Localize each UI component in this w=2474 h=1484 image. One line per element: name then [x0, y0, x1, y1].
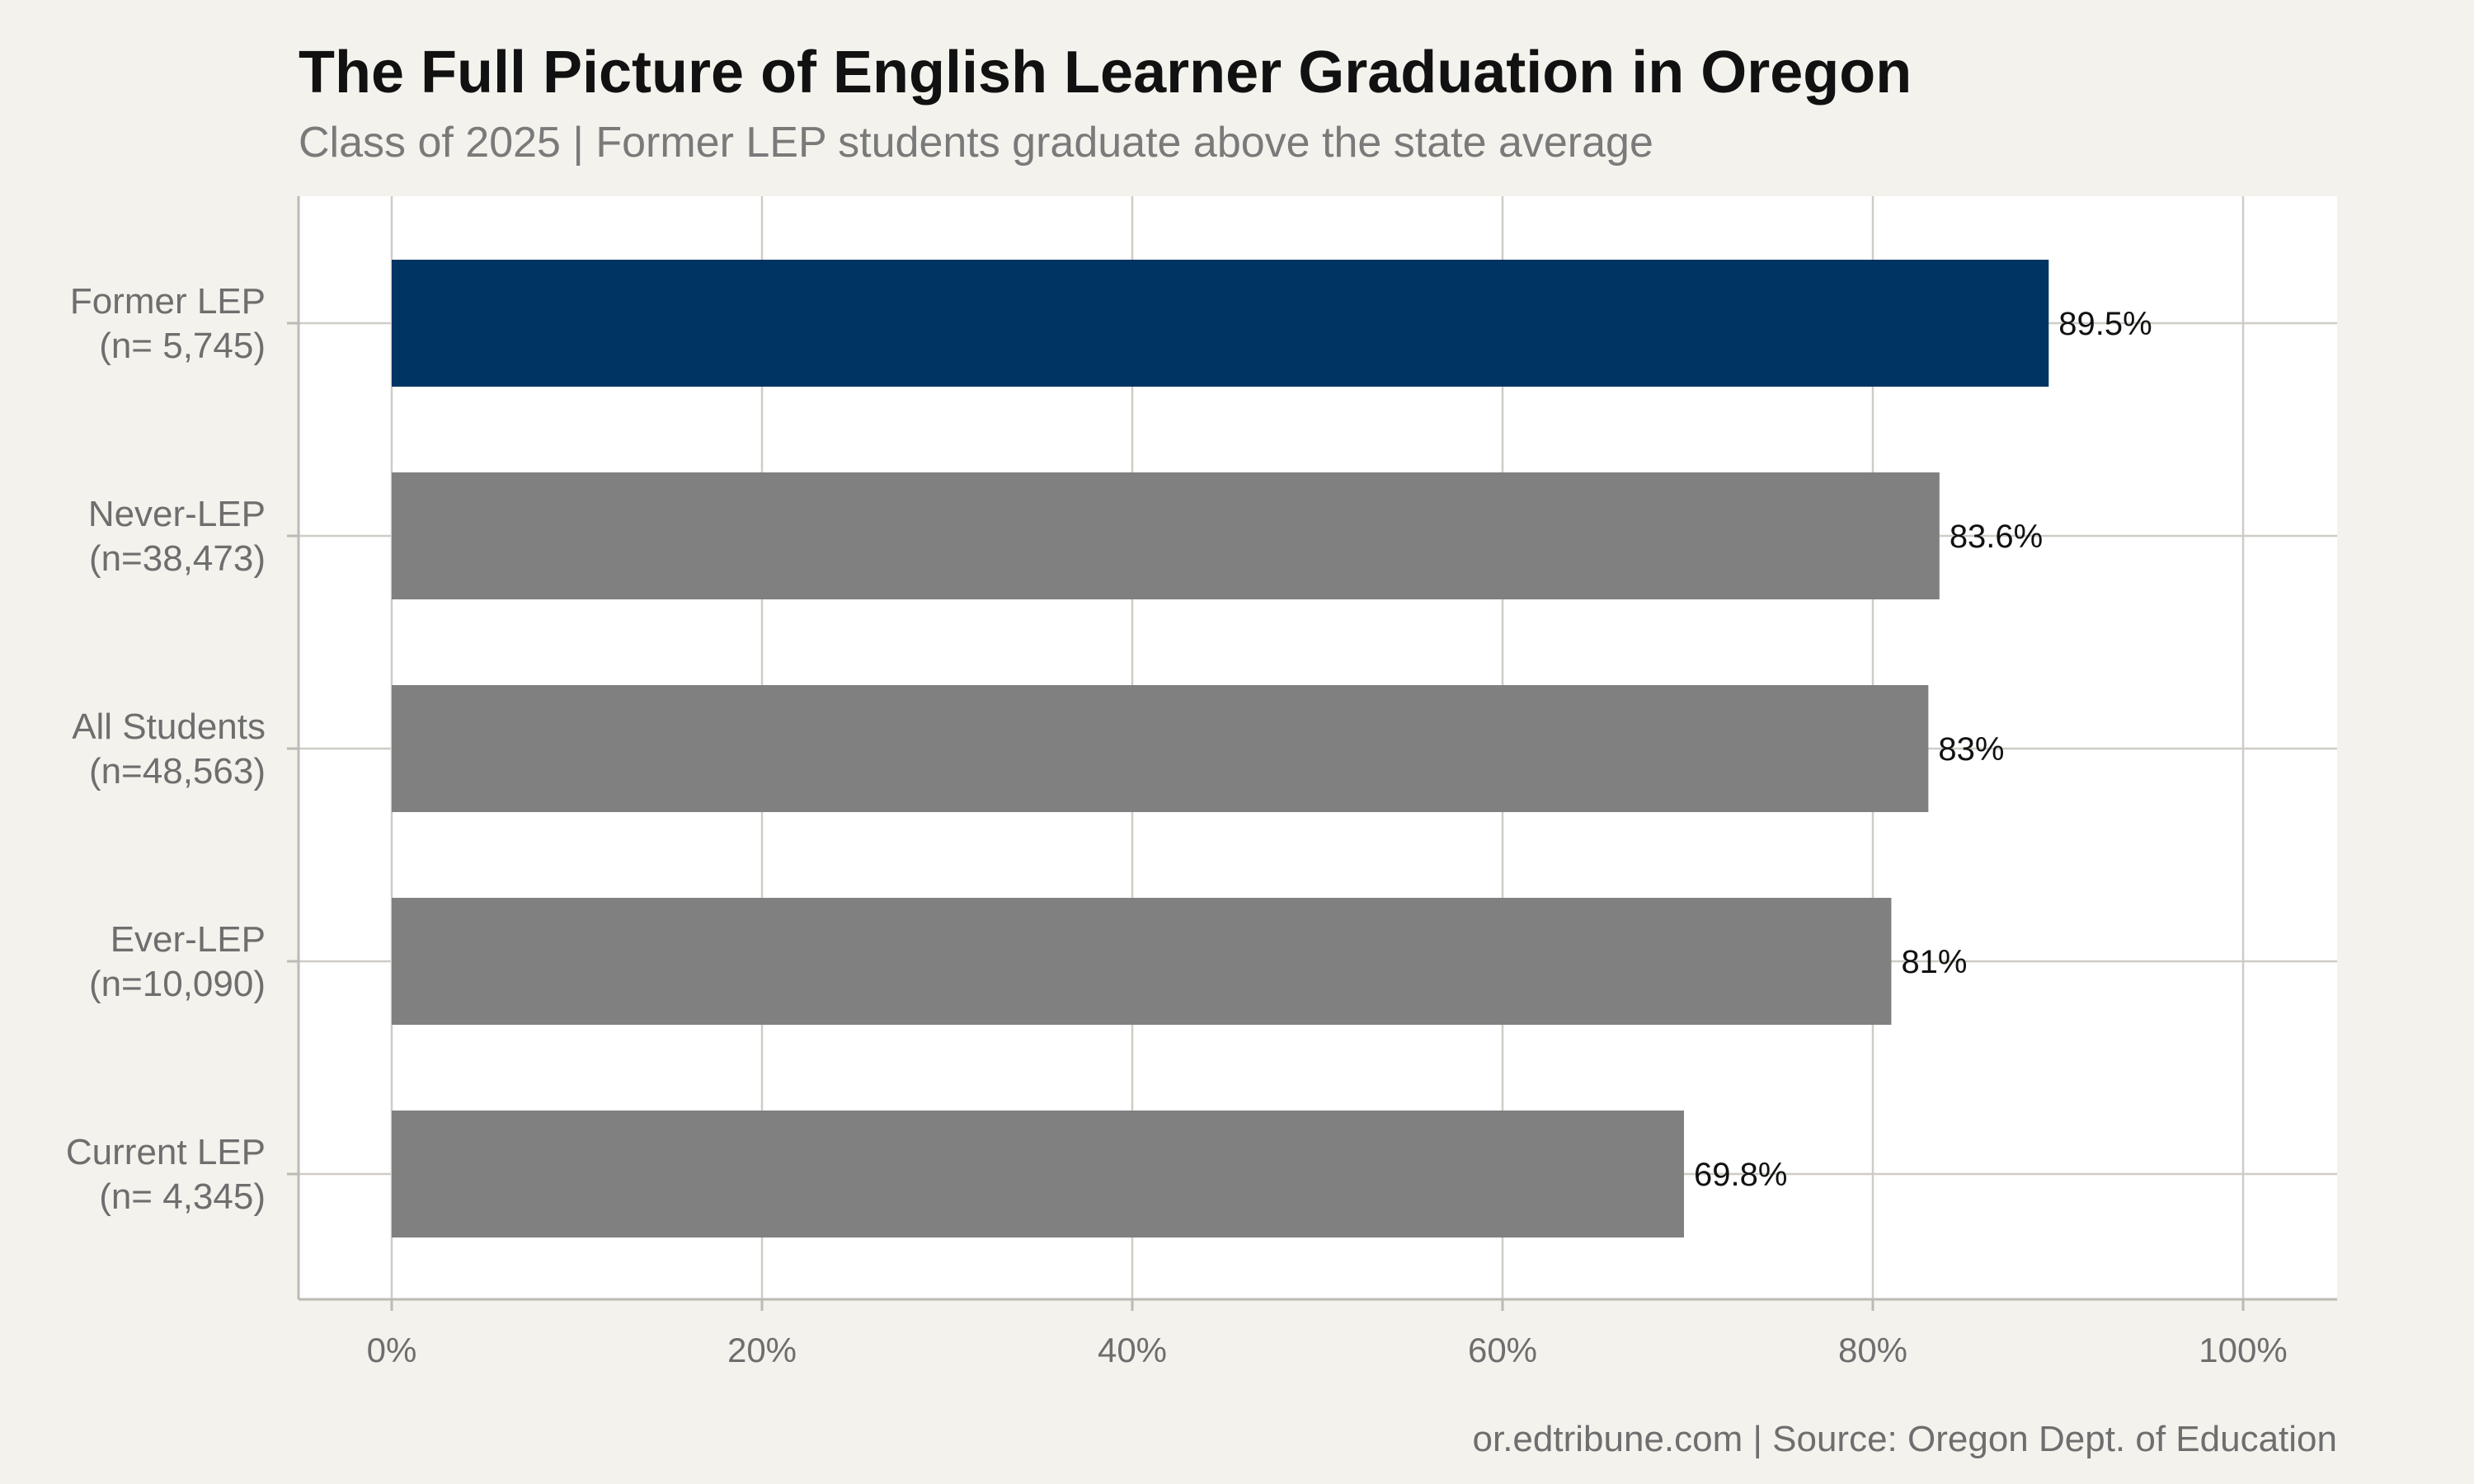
- bar: [392, 898, 1892, 1025]
- chart-title: The Full Picture of English Learner Grad…: [299, 40, 1912, 106]
- bar: [392, 472, 1940, 599]
- x-tick-label: 40%: [1098, 1331, 1167, 1369]
- bars: [392, 260, 2049, 1237]
- category-label: Current LEP (n= 4,345): [66, 1132, 266, 1217]
- bar: [392, 1111, 1685, 1237]
- x-tick-label: 80%: [1838, 1331, 1907, 1369]
- x-tick-label: 60%: [1468, 1331, 1537, 1369]
- bar: [392, 260, 2049, 387]
- category-label: Never-LEP (n=38,473): [88, 494, 266, 579]
- bar-value-label: 81%: [1901, 944, 1967, 980]
- x-tick-label: 100%: [2199, 1331, 2287, 1369]
- x-tick-label: 0%: [367, 1331, 417, 1369]
- x-tick-labels: 0% 20% 40% 60% 80% 100%: [367, 1331, 2288, 1369]
- bar-value-label: 83.6%: [1950, 519, 2043, 555]
- x-tick-label: 20%: [727, 1331, 797, 1369]
- axes: [287, 196, 2337, 1311]
- category-label: All Students (n=48,563): [72, 707, 266, 791]
- bar: [392, 685, 1929, 812]
- chart-caption: or.edtribune.com | Source: Oregon Dept. …: [1473, 1419, 2337, 1459]
- chart-subtitle: Class of 2025 | Former LEP students grad…: [299, 119, 1653, 167]
- value-labels: 89.5% 83.6% 83% 81% 69.8%: [1694, 306, 2152, 1193]
- category-label: Ever-LEP (n=10,090): [89, 919, 266, 1004]
- bar-value-label: 83%: [1938, 731, 2004, 768]
- bar-value-label: 89.5%: [2058, 306, 2152, 342]
- category-labels: Former LEP (n= 5,745) Never-LEP (n=38,473) A…: [66, 281, 266, 1217]
- category-label: Former LEP (n= 5,745): [70, 281, 266, 366]
- bar-value-label: 69.8%: [1694, 1157, 1787, 1193]
